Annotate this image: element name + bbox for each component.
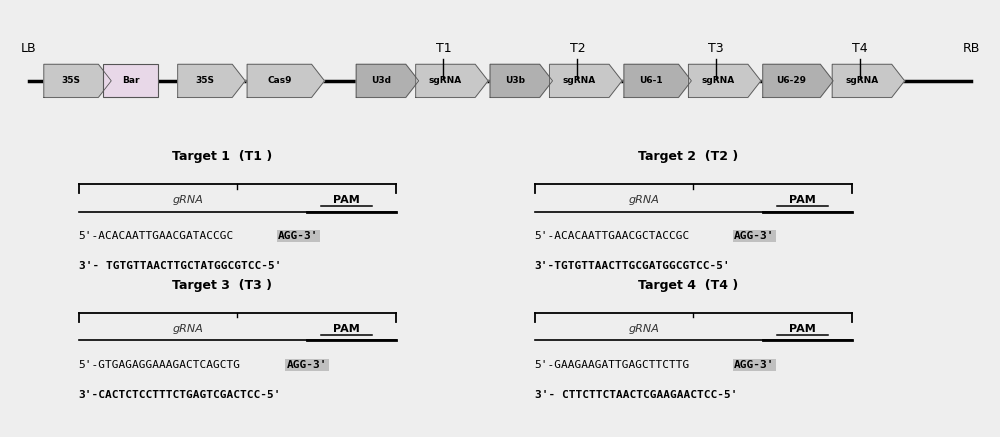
Text: Target 3  (T3 ): Target 3 (T3 )	[172, 279, 272, 291]
Text: U3b: U3b	[505, 76, 525, 85]
Bar	[103, 64, 158, 97]
Text: gRNA: gRNA	[172, 194, 203, 205]
Text: LB: LB	[21, 42, 37, 55]
Text: RB: RB	[962, 42, 980, 55]
Text: AGG-3': AGG-3'	[278, 231, 319, 241]
Text: T3: T3	[708, 42, 724, 55]
Text: PAM: PAM	[333, 194, 360, 205]
Text: Target 1  (T1 ): Target 1 (T1 )	[172, 150, 272, 163]
Polygon shape	[416, 64, 488, 97]
Polygon shape	[550, 64, 622, 97]
Text: sgRNA: sgRNA	[429, 76, 462, 85]
Text: T2: T2	[570, 42, 585, 55]
Text: 3'- CTTCTTCTAACTCGAAGAACTCC-5': 3'- CTTCTTCTAACTCGAAGAACTCC-5'	[535, 390, 737, 400]
Text: Cas9: Cas9	[267, 76, 292, 85]
Text: 5'-ACACAATTGAACGATACCGC: 5'-ACACAATTGAACGATACCGC	[79, 231, 234, 241]
Polygon shape	[178, 64, 245, 97]
Polygon shape	[832, 64, 905, 97]
Text: 35S: 35S	[62, 76, 81, 85]
Text: 5'-ACACAATTGAACGCTACCGC: 5'-ACACAATTGAACGCTACCGC	[535, 231, 690, 241]
Polygon shape	[356, 64, 419, 97]
Polygon shape	[688, 64, 761, 97]
Text: sgRNA: sgRNA	[845, 76, 879, 85]
Text: Bar: Bar	[122, 76, 139, 85]
Text: PAM: PAM	[789, 323, 816, 333]
Text: sgRNA: sgRNA	[563, 76, 596, 85]
Text: 5'-GTGAGAGGAAAGACTCAGCTG: 5'-GTGAGAGGAAAGACTCAGCTG	[79, 360, 241, 370]
Polygon shape	[247, 64, 324, 97]
Text: PAM: PAM	[789, 194, 816, 205]
Text: AGG-3': AGG-3'	[734, 231, 775, 241]
Text: Target 2  (T2 ): Target 2 (T2 )	[638, 150, 739, 163]
Text: gRNA: gRNA	[628, 323, 659, 333]
Text: 3'-TGTGTTAACTTGCGATGGCGTCC-5': 3'-TGTGTTAACTTGCGATGGCGTCC-5'	[535, 260, 730, 271]
Polygon shape	[44, 64, 111, 97]
Text: AGG-3': AGG-3'	[287, 360, 327, 370]
Text: AGG-3': AGG-3'	[734, 360, 775, 370]
Text: sgRNA: sgRNA	[702, 76, 735, 85]
Polygon shape	[624, 64, 691, 97]
Text: 3'-CACTCTCCTTTCTGAGTCGACTCC-5': 3'-CACTCTCCTTTCTGAGTCGACTCC-5'	[79, 390, 281, 400]
Text: PAM: PAM	[333, 323, 360, 333]
Text: T4: T4	[852, 42, 868, 55]
Text: gRNA: gRNA	[628, 194, 659, 205]
Text: 3'- TGTGTTAACTTGCTATGGCGTCC-5': 3'- TGTGTTAACTTGCTATGGCGTCC-5'	[79, 260, 281, 271]
Text: U6-1: U6-1	[639, 76, 663, 85]
Text: 35S: 35S	[195, 76, 214, 85]
Text: T1: T1	[436, 42, 451, 55]
Text: Target 4  (T4 ): Target 4 (T4 )	[638, 279, 739, 291]
Polygon shape	[763, 64, 833, 97]
Text: 5'-GAAGAAGATTGAGCTTCTTG: 5'-GAAGAAGATTGAGCTTCTTG	[535, 360, 690, 370]
Text: gRNA: gRNA	[172, 323, 203, 333]
Polygon shape	[490, 64, 553, 97]
Text: U3d: U3d	[371, 76, 391, 85]
Text: U6-29: U6-29	[777, 76, 807, 85]
